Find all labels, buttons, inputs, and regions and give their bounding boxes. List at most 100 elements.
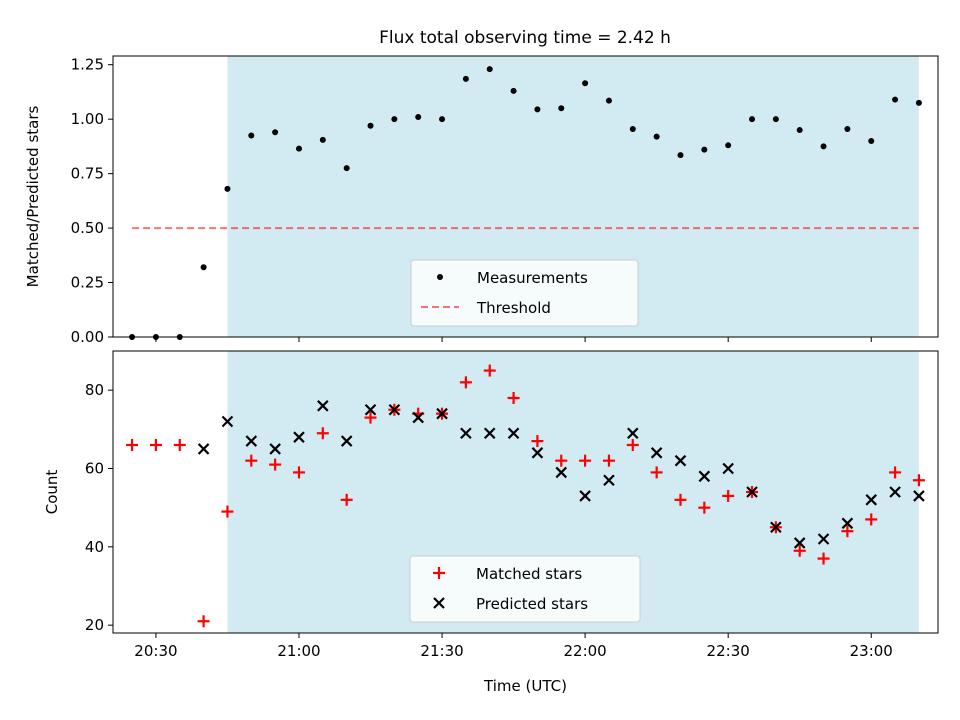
predicted-star-point — [197, 443, 210, 455]
predicted-star-point — [603, 474, 615, 487]
measurement-point — [510, 87, 517, 94]
measurement-point — [486, 66, 493, 73]
measurement-point — [224, 185, 231, 192]
predicted-star-point — [770, 521, 782, 534]
x-marker-b — [555, 466, 568, 479]
matched-star-point — [674, 493, 687, 506]
predicted-star-point — [841, 517, 854, 530]
measurement-point — [558, 105, 565, 112]
measurement-point — [915, 99, 922, 106]
y-tick-label: 1.00 — [71, 110, 104, 128]
measurement-point — [844, 125, 851, 132]
x-tick-label: 21:30 — [420, 642, 463, 660]
x-tick-label: 23:00 — [850, 642, 893, 660]
x-tick-label: 22:30 — [707, 642, 750, 660]
matched-star-point — [698, 501, 711, 514]
predicted-star-point — [412, 411, 424, 424]
predicted-star-point — [889, 486, 901, 498]
x-marker-b — [579, 490, 591, 502]
bottom-y-axis-ticks: 20 40 60 80 — [85, 381, 113, 634]
measurement-point — [462, 75, 469, 82]
matched-star-point — [531, 435, 544, 448]
measurement-point — [605, 97, 612, 104]
matched-star-point — [245, 454, 258, 467]
measurement-point — [582, 80, 589, 87]
measurement-point — [749, 116, 756, 123]
measurement-point — [796, 127, 803, 134]
x-axis-label: Time (UTC) — [483, 677, 567, 695]
measurement-point — [415, 113, 422, 120]
x-marker-b — [460, 427, 472, 440]
matched-star-point — [292, 466, 305, 479]
x-marker-b — [841, 517, 854, 530]
predicted-star-point — [245, 435, 258, 447]
x-marker-b — [245, 435, 258, 447]
measurement-point — [367, 122, 374, 129]
measurement-point — [248, 132, 255, 139]
matched-star-point — [602, 454, 615, 467]
measurement-point — [868, 137, 875, 144]
matched-star-point — [149, 439, 162, 451]
x-marker-b — [269, 443, 281, 455]
top-y-axis-ticks: 0.00 0.25 0.50 0.75 1.00 1.25 — [71, 56, 113, 346]
matched-star-point — [650, 466, 663, 479]
measurement-point — [319, 136, 326, 143]
x-marker-b — [746, 486, 758, 498]
predicted-star-point — [293, 431, 305, 443]
bottom-axes-frame — [112, 350, 939, 634]
legend-box — [409, 555, 641, 623]
x-marker-b — [865, 494, 878, 506]
predicted-star-point — [340, 435, 353, 447]
predicted-star-point — [674, 454, 687, 467]
matched-star-point — [912, 474, 925, 487]
legend-label-predicted: Predicted stars — [476, 595, 588, 613]
matched-star-point — [889, 466, 902, 479]
y-tick-label: 40 — [85, 538, 104, 556]
y-tick-label: 0.25 — [71, 274, 104, 292]
matched-star-point — [126, 439, 139, 451]
predicted-star-point — [698, 470, 711, 483]
predicted-star-point — [650, 447, 663, 459]
matched-star-point — [340, 493, 353, 506]
y-tick-label: 20 — [85, 616, 104, 634]
bottom-y-axis-label: Count — [43, 470, 61, 515]
predicted-star-point — [746, 486, 758, 498]
matched-star-point — [865, 513, 878, 526]
x-marker-b — [364, 403, 377, 416]
x-marker-b — [674, 454, 687, 467]
predicted-star-point — [531, 447, 544, 459]
x-tick-label: 20:30 — [134, 642, 177, 660]
bottom-x-axis-ticks: 20:30 21:00 21:30 22:00 22:30 23:00 — [134, 633, 893, 660]
matched-star-point — [722, 489, 735, 502]
x-marker-b — [436, 407, 448, 420]
measurement-point — [892, 96, 899, 103]
x-tick-label: 21:00 — [277, 642, 320, 660]
measurement-point — [272, 129, 279, 136]
x-marker-b — [340, 435, 353, 447]
x-marker-b — [793, 537, 806, 549]
matched-star-point — [793, 544, 806, 557]
predicted-star-point — [555, 466, 568, 479]
x-marker-b — [293, 431, 305, 443]
x-marker-b — [221, 415, 234, 428]
chart-title: Flux total observing time = 2.42 h — [379, 28, 671, 48]
measurement-point — [343, 165, 350, 172]
y-tick-label: 0.75 — [71, 165, 104, 183]
predicted-star-point — [483, 427, 496, 440]
predicted-star-point — [436, 407, 448, 420]
predicted-star-point — [722, 462, 734, 475]
predicted-star-point — [221, 415, 234, 428]
x-marker-b — [317, 400, 329, 412]
predicted-star-point — [388, 403, 401, 416]
legend-box — [410, 259, 639, 327]
measurement-point — [295, 145, 302, 152]
top-axes-frame — [112, 55, 939, 338]
predicted-star-point — [865, 494, 878, 506]
matched-star-point — [579, 454, 592, 467]
bottom-legend: Matched stars Predicted stars — [409, 555, 641, 623]
predicted-star-point — [507, 427, 520, 440]
x-tick-label: 22:00 — [563, 642, 606, 660]
x-marker-b — [507, 427, 520, 440]
measurement-point — [677, 152, 684, 159]
